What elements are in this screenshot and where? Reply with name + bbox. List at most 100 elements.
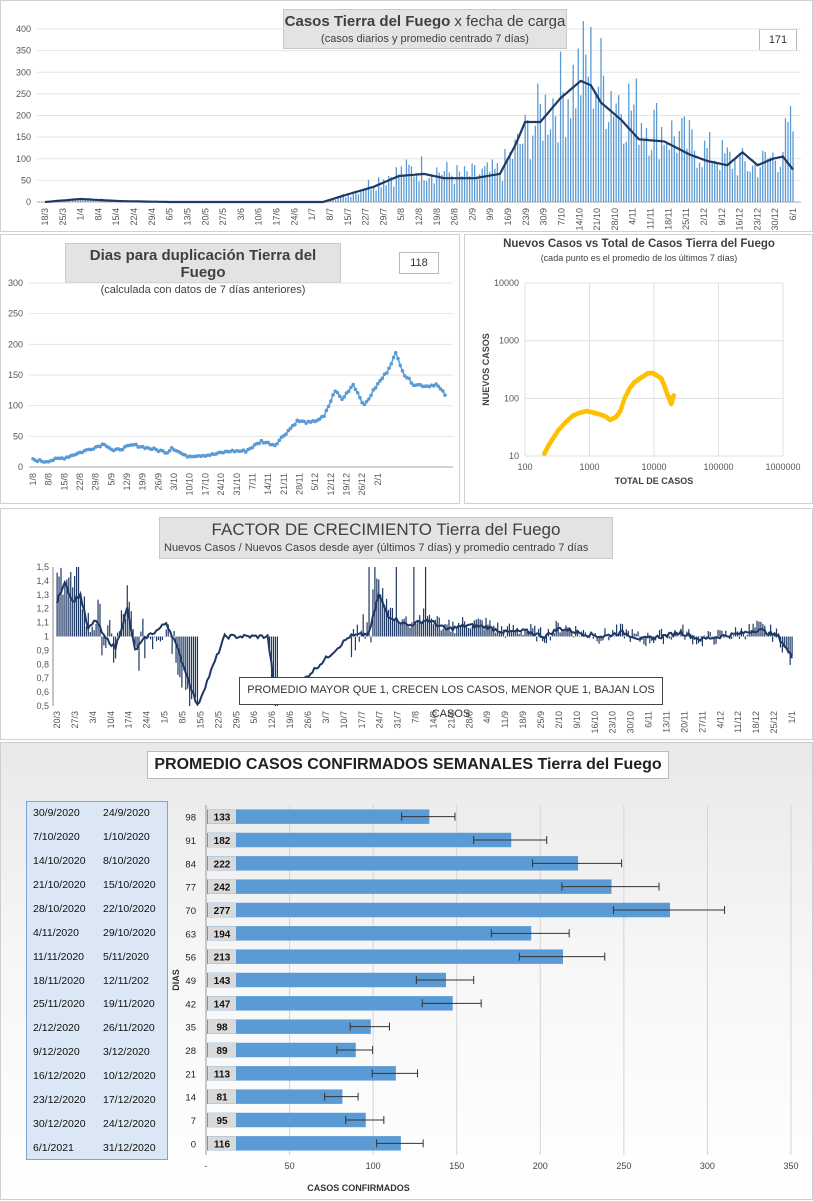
daily-factor-bar	[402, 619, 403, 636]
x-tick-label: 14/11	[263, 473, 273, 495]
daily-factor-bar	[671, 637, 672, 640]
daily-factor-bar	[719, 630, 720, 636]
daily-bar	[502, 181, 503, 202]
bar-value-label: 98	[216, 1023, 228, 1034]
x-tick-label: 29/7	[378, 208, 388, 226]
daily-factor-bar	[563, 630, 564, 636]
x-tick-label: 2/9	[467, 208, 477, 221]
week-end-date: 9/12/2020	[33, 1046, 80, 1058]
daily-factor-bar	[405, 616, 406, 636]
daily-bar	[661, 127, 662, 202]
daily-bar	[686, 149, 687, 202]
daily-bar	[626, 142, 627, 202]
x-tick-label: 11/12	[733, 711, 743, 733]
weekly-bar	[207, 1136, 401, 1150]
x-tick-label: 23/9	[521, 208, 531, 226]
daily-factor-bar	[170, 637, 171, 638]
y-tick-label: 100	[504, 393, 519, 403]
x-tick-label: 18/9	[518, 711, 528, 729]
daily-factor-bar	[663, 637, 664, 645]
x-tick-label: 7/11	[247, 473, 257, 490]
days-label: 70	[185, 906, 196, 917]
x-tick-label: 11/9	[500, 711, 510, 728]
chart-subtitle: (cada punto es el promedio de los último…	[541, 253, 738, 263]
daily-bar	[727, 147, 728, 202]
daily-bar	[512, 159, 513, 202]
daily-bar	[754, 164, 755, 202]
daily-factor-bar	[365, 637, 366, 639]
daily-bar	[598, 87, 599, 202]
daily-factor-bar	[396, 567, 397, 637]
daily-factor-bar	[173, 631, 174, 636]
daily-factor-bar	[723, 637, 724, 638]
daily-bar	[712, 163, 713, 202]
x-tick-label: 29/8	[91, 473, 101, 491]
week-start-date: 26/11/2020	[103, 1022, 155, 1034]
daily-bar	[633, 105, 634, 202]
x-tick-label: 8/4	[93, 208, 103, 221]
daily-bar	[345, 197, 346, 202]
daily-bar	[375, 190, 376, 202]
daily-factor-bar	[76, 567, 77, 637]
daily-bar	[444, 171, 445, 202]
x-tick-label: 27/11	[697, 711, 707, 733]
daily-bar	[752, 166, 753, 202]
x-tick-label: 26/9	[153, 473, 163, 491]
daily-bar	[792, 131, 793, 202]
x-tick-label: 100000	[703, 462, 733, 472]
x-tick-label: 19/6	[285, 711, 295, 729]
daily-factor-bar	[185, 637, 186, 691]
daily-factor-bar	[790, 637, 791, 665]
x-tick-label: 24/6	[289, 208, 299, 226]
x-tick-label: 6/11	[644, 711, 654, 728]
days-label: 7	[191, 1116, 196, 1127]
daily-bar	[398, 174, 399, 202]
x-tick-label: 4/12	[715, 711, 725, 729]
x-tick-label: 25/11	[681, 208, 691, 230]
daily-bar	[380, 187, 381, 202]
y-tick-label: 50	[21, 175, 31, 185]
x-tick-label: 17/7	[357, 711, 367, 729]
daily-factor-bar	[415, 624, 416, 637]
week-start-date: 5/11/2020	[103, 951, 149, 963]
days-label: 42	[185, 999, 196, 1010]
chart-title: Nuevos Casos vs Total de Casos Tierra de…	[503, 238, 775, 250]
daily-factor-bar	[519, 634, 520, 637]
daily-factor-bar	[554, 633, 555, 636]
daily-bar	[487, 162, 488, 202]
x-tick-label: 22/7	[361, 208, 371, 226]
daily-bar	[540, 104, 541, 202]
daily-bar	[335, 200, 336, 202]
daily-bar	[525, 115, 526, 202]
daily-bar	[616, 103, 617, 202]
daily-bar	[426, 181, 427, 202]
week-end-date: 6/1/2021	[33, 1142, 74, 1154]
daily-factor-bar	[501, 626, 502, 636]
daily-factor-bar	[351, 637, 352, 658]
daily-factor-bar	[363, 614, 364, 636]
daily-factor-bar	[536, 637, 537, 642]
week-end-date: 7/10/2020	[33, 831, 80, 843]
week-end-date: 2/12/2020	[33, 1022, 80, 1034]
daily-bar	[482, 169, 483, 202]
bar-value-label: 277	[214, 906, 231, 917]
daily-factor-bar	[766, 636, 767, 637]
daily-bar	[709, 132, 710, 202]
bar-value-label: 147	[214, 999, 231, 1010]
days-label: 14	[185, 1093, 196, 1104]
y-tick-label: 0,5	[36, 701, 49, 711]
x-tick-label: 15/4	[111, 208, 121, 226]
x-tick-label: 1/7	[307, 208, 317, 221]
days-label: 28	[185, 1046, 196, 1057]
daily-factor-bar	[166, 629, 167, 636]
daily-factor-bar	[117, 633, 118, 637]
daily-bar	[777, 172, 778, 202]
daily-bar	[535, 126, 536, 202]
bar-value-label: 143	[214, 976, 231, 987]
daily-factor-bar	[509, 624, 510, 637]
week-start-date: 31/12/2020	[103, 1142, 156, 1154]
daily-bar	[588, 77, 589, 202]
x-tick-label: 20/11	[679, 711, 689, 733]
daily-bar	[681, 118, 682, 202]
